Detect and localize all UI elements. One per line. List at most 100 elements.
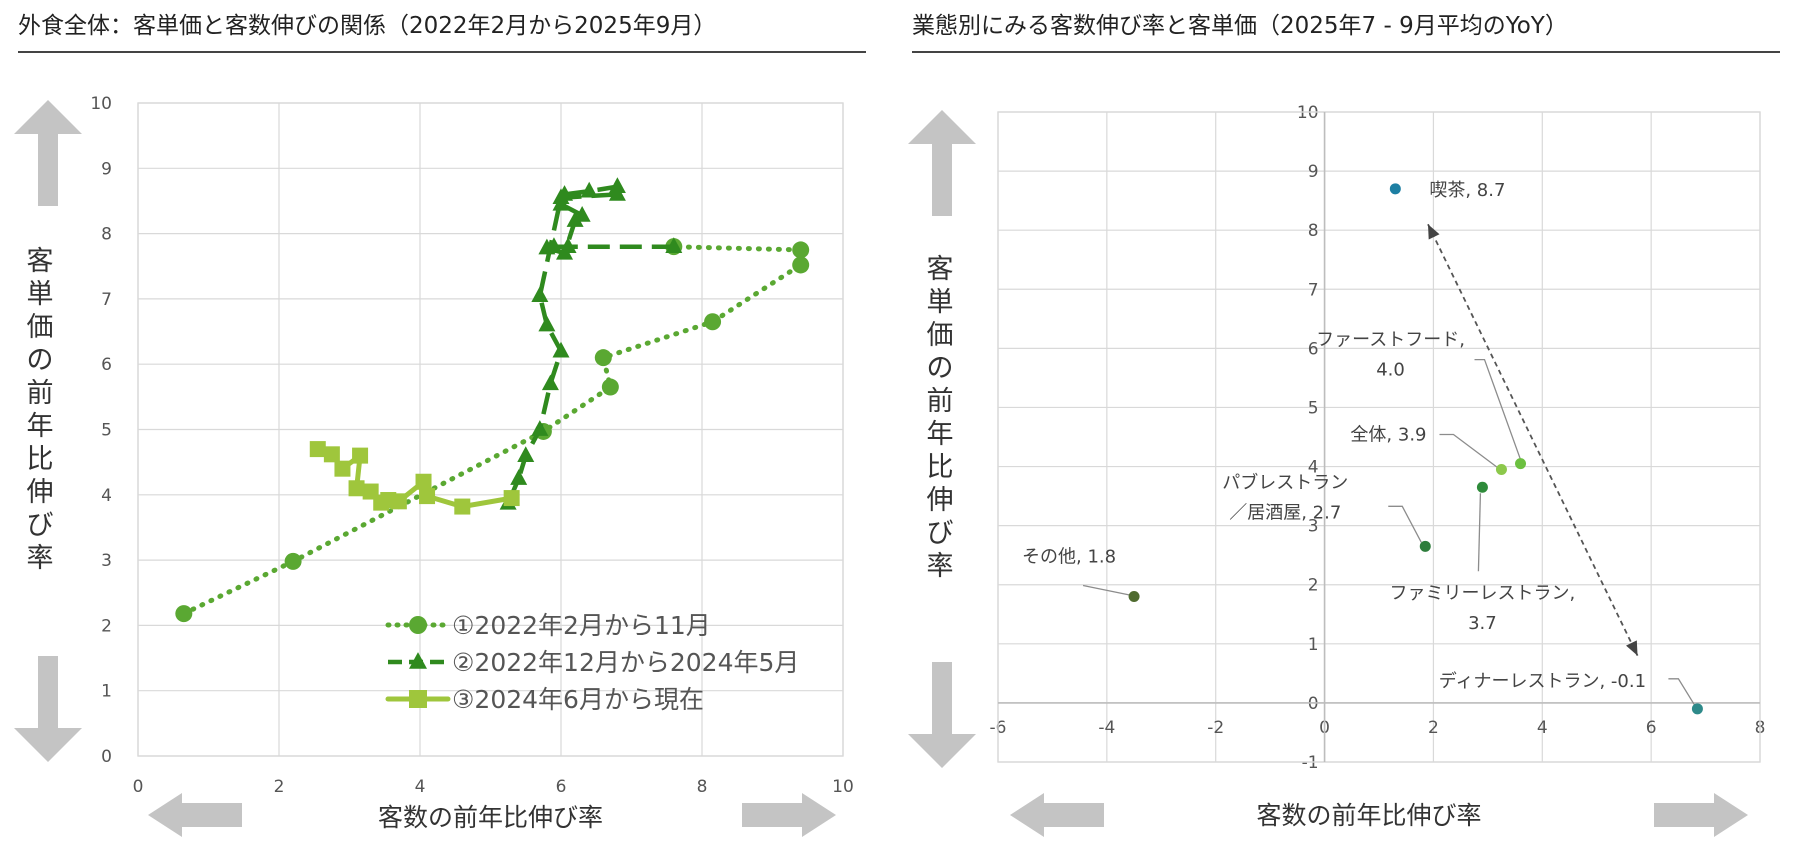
right-data-label: ディナーレストラン, -0.1 <box>1439 671 1646 692</box>
left-legend: ①2022年2月から11月 ②2022年12月から2024年5月 ③2024年6月か… <box>385 611 799 714</box>
left-series-point <box>415 473 432 490</box>
right-data-label-line: 3.7 <box>1468 613 1497 634</box>
left-x-tick-label: 6 <box>556 777 567 797</box>
left-series-point <box>419 488 436 505</box>
right-data-point <box>1691 703 1703 715</box>
left-y-tick-label: 6 <box>101 355 112 375</box>
right-data-point <box>1389 183 1401 195</box>
left-x-tick-label: 2 <box>274 777 285 797</box>
right-y-axis-label-char: 単 <box>927 287 954 318</box>
left-plot-border <box>137 102 844 757</box>
left-y-tick-label: 4 <box>101 486 112 506</box>
left-right-arrow <box>742 793 836 837</box>
left-series-point <box>531 420 549 436</box>
right-data-point <box>1128 591 1140 603</box>
right-y-axis-label-char: 年 <box>927 419 954 450</box>
right-up-arrow <box>908 110 976 216</box>
left-chart: 0 1 2 3 4 5 6 7 8 9 10 0 2 4 6 8 10 客数の前年比伸び率 客単価の前年比伸び率 ①2… <box>27 94 854 832</box>
right-title-rule <box>912 51 1780 53</box>
right-y-axis-label-char: 価 <box>927 320 954 351</box>
right-x-tick-label: 4 <box>1537 718 1548 738</box>
right-y-tick-label: 4 <box>1308 458 1319 478</box>
left-x-axis-label: 客数の前年比伸び率 <box>378 803 603 832</box>
right-y-tick-label: 5 <box>1308 398 1319 418</box>
left-series-point <box>704 313 722 331</box>
left-series-point <box>541 374 559 391</box>
legend-label: ②2022年12月から2024年5月 <box>452 648 799 677</box>
right-y-axis-label-char: 前 <box>927 386 954 417</box>
right-point-leader-line <box>1388 505 1422 543</box>
right-y-axis-label-char: 伸 <box>927 485 954 516</box>
left-series-point <box>665 237 683 254</box>
right-y-tick-label: 1 <box>1308 635 1319 655</box>
right-x-tick-label: -2 <box>1207 718 1224 738</box>
left-y-axis-label-char: 客 <box>27 246 54 277</box>
left-series-point <box>334 460 351 477</box>
left-y-axis-label-char: 単 <box>27 279 54 310</box>
left-series-point <box>552 188 570 205</box>
right-trend-arrow-line <box>1427 223 1639 657</box>
legend-label: ①2022年2月から11月 <box>452 611 711 640</box>
left-chart-title: 外食全体：客単価と客数伸びの関係（2022年2月から2025年9月） <box>18 13 717 39</box>
right-data-point <box>1515 458 1527 470</box>
right-plot-border <box>997 111 1761 763</box>
left-y-tick-label: 3 <box>101 551 112 571</box>
right-y-axis-label-char: び <box>927 518 954 549</box>
left-series-point <box>323 446 340 463</box>
left-y-axis-label-char: 価 <box>27 312 54 343</box>
right-y-axis-label-char: 比 <box>927 452 954 483</box>
left-series-point <box>309 441 326 458</box>
left-y-axis-label-char: 比 <box>27 444 54 475</box>
left-series-point <box>362 483 379 500</box>
right-data-label-line: 喫茶, 8.7 <box>1429 180 1505 201</box>
right-trend-arrowhead-start <box>1427 224 1440 240</box>
right-x-axis-label: 客数の前年比伸び率 <box>1256 801 1481 830</box>
right-data-label-line: ／居酒屋, 2.7 <box>1229 502 1341 523</box>
right-point-leader-line <box>1668 678 1695 706</box>
right-data-label: 喫茶, 8.7 <box>1429 180 1505 201</box>
right-data-label-line: 4.0 <box>1376 360 1405 381</box>
left-series-point <box>556 243 574 260</box>
left-series-point <box>601 378 619 396</box>
right-chart-title: 業態別にみる客数伸び率と客単価（2025年7 - 9月平均のYoY） <box>912 13 1568 39</box>
left-y-axis-label-char: 伸 <box>27 477 54 508</box>
left-y-axis-label-char: び <box>27 510 54 541</box>
right-data-label-line: ファーストフード, <box>1316 330 1465 351</box>
right-data-label-line: ファミリーレストラン, <box>1390 583 1576 604</box>
right-data-label: ファーストフード, 4.0 <box>1316 330 1465 381</box>
right-y-tick-label: -1 <box>1302 753 1319 773</box>
right-data-point <box>1419 540 1431 552</box>
left-series-point <box>792 256 810 274</box>
right-y-tick-label: 0 <box>1308 694 1319 714</box>
right-down-arrow <box>908 662 976 768</box>
left-series-point <box>352 447 369 464</box>
left-series-line <box>181 244 804 617</box>
right-x-tick-label: 6 <box>1646 718 1657 738</box>
left-x-tick-label: 4 <box>415 777 426 797</box>
left-y-tick-label: 10 <box>90 94 112 114</box>
left-series-point <box>594 349 612 367</box>
left-series-point <box>503 490 520 507</box>
left-series-point <box>517 446 535 462</box>
left-series-point <box>792 241 810 259</box>
right-data-point <box>1495 464 1507 475</box>
left-series-2 <box>499 177 683 510</box>
left-series-point <box>175 605 193 623</box>
left-series-point <box>510 469 528 485</box>
right-y-axis-label-char: 客 <box>927 254 954 285</box>
left-series-1 <box>175 238 810 623</box>
left-x-tick-label: 8 <box>697 777 708 797</box>
right-data-label-line: パブレストラン <box>1222 471 1348 493</box>
left-down-arrow <box>14 656 82 762</box>
left-y-axis-label: 客単価の前年比伸び率 <box>27 246 54 574</box>
right-point-leader-line <box>1082 584 1133 597</box>
left-series-point <box>580 181 598 198</box>
right-left-arrow <box>1010 793 1104 837</box>
right-chart: -1012345678910-6-4-202468客数の前年比伸び率客単価の前年… <box>927 103 1766 830</box>
left-up-arrow <box>14 100 82 206</box>
left-title-rule <box>18 51 866 53</box>
left-y-tick-label: 1 <box>101 682 112 702</box>
left-series-point <box>531 286 549 303</box>
legend-marker <box>409 616 427 634</box>
